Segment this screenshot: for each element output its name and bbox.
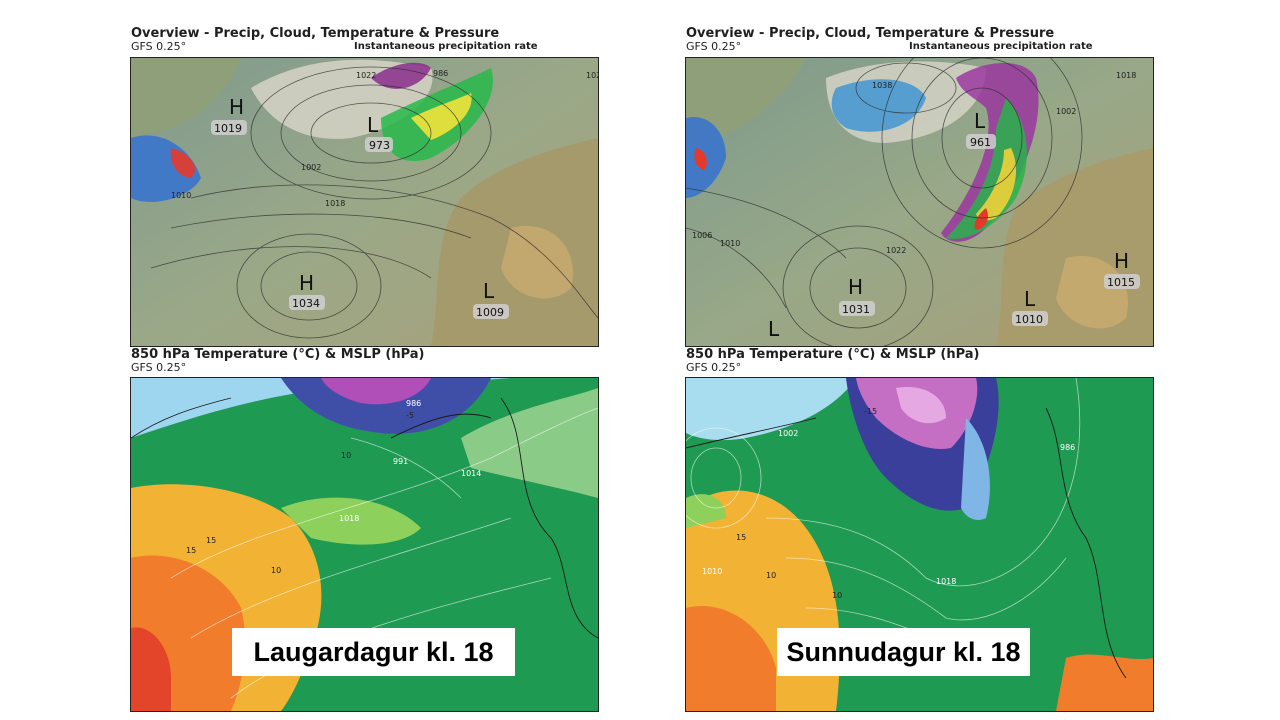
left-caption: Laugardagur kl. 18 xyxy=(232,628,515,676)
right-center-letter-4: H xyxy=(1114,249,1129,273)
right-center-value-3: 1010 xyxy=(1015,313,1043,326)
left-center-letter-4: L xyxy=(483,279,495,303)
left-center-letter-1: H xyxy=(229,95,244,119)
left-isobar-label-3: 1010 xyxy=(171,191,191,200)
right-temp-label-4: -15 xyxy=(864,407,877,416)
left-temp-label-1: 15 xyxy=(186,546,196,555)
left-bottom-title: 850 hPa Temperature (°C) & MSLP (hPa) xyxy=(131,347,425,362)
left-center-letter-3: H xyxy=(299,271,314,295)
left-temp-label-9: 986 xyxy=(406,399,421,408)
right-bottom-model: GFS 0.25° xyxy=(686,361,742,374)
right-bottom-title: 850 hPa Temperature (°C) & MSLP (hPa) xyxy=(686,347,980,362)
right-precip-map: L 961 H 1031 L 1010 H 1015 L L 1002 1010… xyxy=(685,57,1154,347)
left-bottom-model: GFS 0.25° xyxy=(131,361,187,374)
right-center-letter-3: L xyxy=(1024,287,1036,311)
left-isobar-label-1: 1018 xyxy=(325,199,345,208)
right-temp-label-1: 15 xyxy=(736,533,746,542)
left-isobar-label-6: 1022 xyxy=(356,71,376,80)
left-isobar-label-5: 986 xyxy=(433,69,448,78)
right-center-value-1: 961 xyxy=(970,136,991,149)
right-center-letter-5-placeholder: L xyxy=(768,317,780,341)
left-center-value-4: 1009 xyxy=(476,306,504,319)
right-isobar-label-2: 1010 xyxy=(720,239,740,248)
left-center-letter-2: L xyxy=(367,113,379,137)
right-isobar-label-6: 1018 xyxy=(1116,71,1136,80)
left-center-value-1: 1019 xyxy=(214,122,242,135)
right-temp-label-2: 10 xyxy=(766,571,776,580)
left-temp-label-4: 10 xyxy=(341,451,351,460)
right-caption: Sunnudagur kl. 18 xyxy=(777,628,1030,676)
left-temp-label-8: 991 xyxy=(393,457,408,466)
left-center-value-2: 973 xyxy=(369,139,390,152)
left-isobar-label-2: 1002 xyxy=(301,163,321,172)
right-temp-label-8: 1018 xyxy=(936,577,956,586)
right-center-letter-1: L xyxy=(974,109,986,133)
right-isobar-label-5: 1038 xyxy=(872,81,892,90)
right-top-title: Overview - Precip, Cloud, Temperature & … xyxy=(686,26,1055,41)
right-isobar-label-4: 1006 xyxy=(692,231,712,240)
right-center-letter-5: L xyxy=(768,317,780,341)
left-temp-label-3: 15 xyxy=(206,536,216,545)
left-top-model: GFS 0.25° xyxy=(131,40,187,53)
left-top-title: Overview - Precip, Cloud, Temperature & … xyxy=(131,26,500,41)
right-top-variable: Instantaneous precipitation rate xyxy=(909,41,1093,52)
right-top-model: GFS 0.25° xyxy=(686,40,742,53)
right-isobar-label-3: 1022 xyxy=(886,246,906,255)
left-center-value-3: 1034 xyxy=(292,297,320,310)
right-isobar-label-1: 1002 xyxy=(1056,107,1076,116)
left-temp-label-6: 1018 xyxy=(339,514,359,523)
right-temp-label-3: 10 xyxy=(832,591,842,600)
left-temp-label-2: 10 xyxy=(271,566,281,575)
right-center-value-4: 1015 xyxy=(1107,276,1135,289)
right-center-letter-2: H xyxy=(848,275,863,299)
left-precip-map: H 1019 L 973 H 1034 L 1009 1018 1002 101… xyxy=(130,57,599,347)
right-temp-label-7: 1010 xyxy=(702,567,722,576)
left-temp-label-7: 1014 xyxy=(461,469,481,478)
right-temp-label-5: 1002 xyxy=(778,429,798,438)
left-isobar-label-4: 1026 xyxy=(586,71,598,80)
right-temp-label-6: 986 xyxy=(1060,443,1075,452)
left-temp-label-5: -5 xyxy=(406,411,414,420)
left-top-variable: Instantaneous precipitation rate xyxy=(354,41,538,52)
right-center-value-2: 1031 xyxy=(842,303,870,316)
